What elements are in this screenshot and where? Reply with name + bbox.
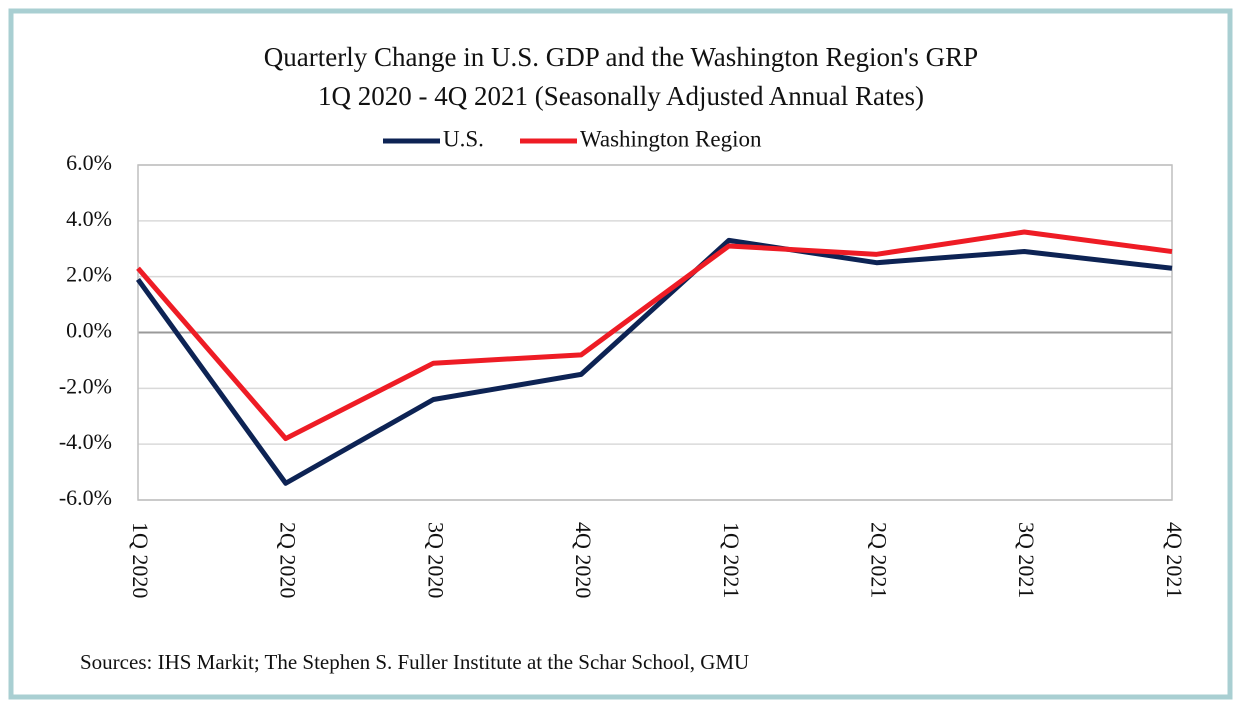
source-note: Sources: IHS Markit; The Stephen S. Full… xyxy=(80,650,749,674)
x-tick-label: 2Q 2021 xyxy=(867,522,892,598)
y-tick-label: 0.0% xyxy=(66,318,112,343)
series-line xyxy=(136,229,1173,442)
x-tick-label: 1Q 2021 xyxy=(719,522,744,598)
chart-title: Quarterly Change in U.S. GDP and the Was… xyxy=(264,42,978,72)
legend-label: U.S. xyxy=(443,126,484,151)
y-tick-label: -4.0% xyxy=(59,429,112,454)
x-tick-label: 4Q 2020 xyxy=(571,522,596,598)
y-tick-label: -2.0% xyxy=(59,373,112,398)
y-tick-label: 4.0% xyxy=(66,206,112,231)
x-tick-label: 1Q 2020 xyxy=(128,522,153,598)
chart-subtitle: 1Q 2020 - 4Q 2021 (Seasonally Adjusted A… xyxy=(318,81,924,111)
x-tick-label: 4Q 2021 xyxy=(1162,522,1187,598)
legend-label: Washington Region xyxy=(580,126,762,151)
x-tick-label: 3Q 2021 xyxy=(1014,522,1039,598)
y-tick-label: -6.0% xyxy=(59,485,112,510)
x-tick-label: 2Q 2020 xyxy=(276,522,301,598)
y-tick-label: 2.0% xyxy=(66,262,112,287)
plot-border xyxy=(137,164,1173,501)
x-tick-label: 3Q 2020 xyxy=(423,522,448,598)
y-tick-label: 6.0% xyxy=(66,150,112,175)
series-line xyxy=(135,237,1173,486)
